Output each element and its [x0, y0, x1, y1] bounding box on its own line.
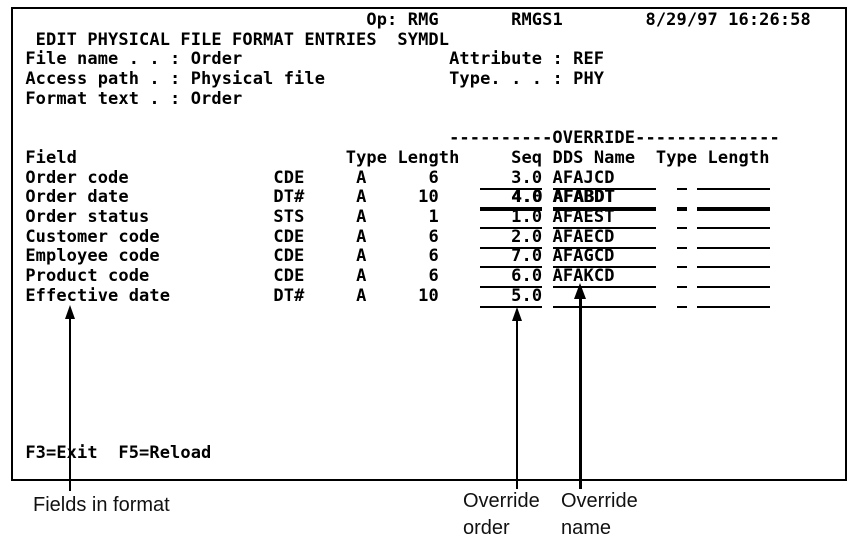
seq-input-row5[interactable]: 7.0	[480, 246, 543, 269]
blank-line	[15, 326, 811, 346]
seq-input-row6[interactable]: 6.0	[480, 265, 543, 288]
system-status-line: Op: RMG RMGS1 8/29/97 16:26:58	[366, 10, 811, 30]
override-order-label-line2: order	[463, 517, 510, 539]
dds-name-input-row4[interactable]: AFAECD	[552, 226, 656, 249]
override-type-input-row7[interactable]	[676, 285, 687, 308]
table-row: Employee code CDE A 6 7.0 AFAGCD	[15, 246, 811, 269]
override-order-label: Override order	[463, 488, 540, 542]
function-key-line: F3=Exit F5=Reload	[15, 443, 811, 464]
override-order-arrow	[516, 319, 518, 489]
override-name-label-line2: name	[561, 517, 612, 539]
override-section-banner: ----------OVERRIDE--------------	[449, 128, 780, 149]
blank-line	[15, 424, 811, 444]
override-type-input-row6[interactable]	[676, 265, 687, 288]
blank-line	[15, 109, 811, 129]
override-name-arrowhead-icon	[574, 283, 586, 299]
override-type-input-row5[interactable]	[676, 246, 687, 269]
file-name-line: File name . . : Order Attribute : REF	[25, 49, 605, 70]
override-length-input-row7[interactable]	[697, 285, 770, 308]
override-length-input-row6[interactable]	[697, 265, 770, 288]
function-keys: F3=Exit F5=Reload	[25, 443, 212, 464]
dds-name-input-row3[interactable]: AFAEST	[552, 206, 656, 229]
override-type-input-row1[interactable]	[676, 167, 687, 190]
override-length-input-row4[interactable]	[697, 226, 770, 249]
override-length-input-row5[interactable]	[697, 246, 770, 269]
table-row: Product code CDE A 6 6.0 AFAKCD	[15, 265, 811, 288]
override-name-arrow	[579, 297, 582, 489]
blank-line	[15, 306, 811, 326]
column-headers-line: Field Type Length Seq DDS Name Type Leng…	[25, 147, 770, 168]
table-row: Order code CDE A 6 3.0 AFAJCD	[15, 167, 811, 190]
dds-name-input-row1[interactable]: AFAJCD	[552, 167, 656, 190]
override-length-input-row1[interactable]	[697, 167, 770, 190]
override-banner-line: ----------OVERRIDE--------------	[15, 128, 811, 149]
table-row: Customer code CDE A 6 2.0 AFAECD	[15, 226, 811, 249]
access-path-line: Access path . : Physical file Type. . . …	[25, 69, 605, 90]
seq-input-row3[interactable]: 1.0	[480, 206, 543, 229]
dds-name-input-row2[interactable]: AFABDT	[552, 187, 656, 212]
format-text-line: Format text . : Order	[25, 88, 243, 109]
override-type-input-row3[interactable]	[676, 206, 687, 229]
blank-line	[15, 385, 811, 405]
dds-name-input-row7[interactable]	[552, 285, 656, 308]
override-name-label-line1: Override	[561, 490, 638, 512]
override-order-label-line1: Override	[463, 490, 540, 512]
override-name-label: Override name	[561, 488, 638, 542]
seq-input-row1[interactable]: 3.0	[480, 167, 543, 190]
fields-in-format-arrow	[69, 317, 71, 491]
blank-line	[15, 464, 811, 479]
fields-in-format-arrowhead-icon	[65, 305, 75, 319]
override-length-input-row3[interactable]	[697, 206, 770, 229]
override-order-arrowhead-icon	[512, 307, 522, 321]
dds-name-input-row5[interactable]: AFAGCD	[552, 246, 656, 269]
blank-line	[15, 405, 811, 425]
blank-line	[15, 346, 811, 366]
terminal-screen: Op: RMG RMGS1 8/29/97 16:26:58 EDIT PHYS…	[15, 10, 811, 479]
terminal-window: Op: RMG RMGS1 8/29/97 16:26:58 EDIT PHYS…	[11, 7, 847, 481]
screen-title-line: EDIT PHYSICAL FILE FORMAT ENTRIES SYMDL	[35, 29, 450, 50]
override-type-input-row4[interactable]	[676, 226, 687, 249]
seq-input-row4[interactable]: 2.0	[480, 226, 543, 249]
seq-input-row7[interactable]: 5.0	[480, 285, 543, 308]
seq-input-row2[interactable]: 4.0	[480, 187, 543, 212]
dds-name-input-row6[interactable]: AFAKCD	[552, 265, 656, 288]
table-row: Effective date DT# A 10 5.0	[15, 285, 811, 308]
table-row: Order date DT# A 10 4.0 AFABDT	[15, 187, 811, 212]
fields-in-format-label: Fields in format	[33, 494, 170, 516]
blank-line	[15, 365, 811, 385]
table-row: Order status STS A 1 1.0 AFAEST	[15, 206, 811, 229]
